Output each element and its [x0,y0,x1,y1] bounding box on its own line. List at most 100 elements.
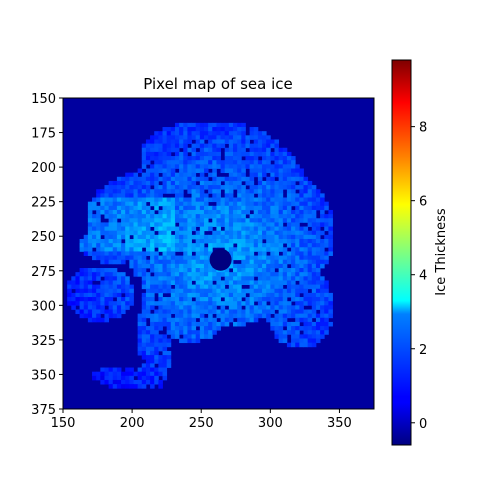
ice-pixel [233,214,238,219]
ice-pixel [245,268,250,273]
ice-pixel [316,193,321,198]
ice-pixel [171,181,176,186]
ice-pixel [200,144,205,149]
ice-pixel [279,314,284,319]
ice-pixel [187,181,192,186]
ice-pixel [283,235,288,240]
ice-pixel [233,173,238,178]
ice-pixel [274,256,279,261]
ice-pixel [117,193,122,198]
ice-pixel [146,314,151,319]
ice-pixel [229,181,234,186]
ice-pixel [92,276,97,281]
ice-pixel [167,330,172,335]
ice-pixel [88,231,93,236]
ice-pixel [200,231,205,236]
ice-pixel [262,198,267,203]
ice-pixel [129,198,134,203]
ice-pixel [125,222,130,227]
ice-pixel [167,318,172,323]
ice-pixel [208,181,213,186]
ice-pixel [204,264,209,269]
ice-pixel [158,156,163,161]
ice-pixel [96,189,101,194]
ice-pixel [216,309,221,314]
ice-pixel [299,297,304,302]
ice-pixel [104,239,109,244]
ice-pixel [121,218,126,223]
ice-pixel [237,185,242,190]
ice-pixel [187,256,192,261]
ice-pixel [291,334,296,339]
colorbar-tick-label: 6 [419,195,427,210]
ice-pixel [250,222,255,227]
ice-pixel [183,268,188,273]
ice-pixel [241,227,246,232]
ice-pixel [316,202,321,207]
ice-pixel [312,268,317,273]
ice-pixel [100,247,105,252]
ice-pixel [154,164,159,169]
ice-pixel [221,206,226,211]
ice-pixel [187,202,192,207]
ice-pixel [258,239,263,244]
ice-pixel [158,168,163,173]
ice-pixel [113,260,118,265]
x-tick-label: 150 [51,416,76,431]
ice-pixel [171,131,176,136]
ice-pixel [262,227,267,232]
ice-pixel [96,376,101,381]
ice-pixel [328,214,333,219]
ice-pixel [274,318,279,323]
ice-pixel [208,309,213,314]
ice-pixel [208,247,213,252]
ice-pixel [113,309,118,314]
ice-pixel [175,123,180,128]
ice-pixel [316,301,321,306]
ice-pixel [121,235,126,240]
ice-pixel [287,202,292,207]
ice-pixel [150,181,155,186]
ice-pixel [163,247,168,252]
ice-pixel [204,164,209,169]
ice-pixel [274,152,279,157]
ice-pixel [291,297,296,302]
ice-pixel [270,173,275,178]
ice-pixel [279,260,284,265]
ice-pixel [291,343,296,348]
ice-pixel [291,251,296,256]
ice-pixel [212,214,217,219]
ice-pixel [158,189,163,194]
ice-pixel [129,177,134,182]
ice-pixel [283,276,288,281]
ice-pixel [320,330,325,335]
ice-pixel [291,243,296,248]
ice-pixel [92,289,97,294]
ice-pixel [279,168,284,173]
ice-pixel [316,227,321,232]
ice-pixel [138,189,143,194]
ice-pixel [233,127,238,132]
ice-pixel [183,285,188,290]
ice-pixel [146,260,151,265]
ice-pixel [121,231,126,236]
ice-pixel [262,148,267,153]
ice-pixel [245,264,250,269]
ice-pixel [129,297,134,302]
ice-pixel [304,243,309,248]
ice-pixel [283,152,288,157]
ice-pixel [208,293,213,298]
ice-pixel [274,293,279,298]
ice-pixel [328,314,333,319]
ice-pixel [308,247,313,252]
ice-pixel [262,256,267,261]
ice-pixel [266,168,271,173]
ice-pixel [104,222,109,227]
ice-pixel [158,384,163,389]
ice-pixel [299,305,304,310]
ice-pixel [163,272,168,277]
ice-pixel [208,173,213,178]
ice-pixel [254,231,259,236]
ice-pixel [250,152,255,157]
ice-pixel [245,198,250,203]
